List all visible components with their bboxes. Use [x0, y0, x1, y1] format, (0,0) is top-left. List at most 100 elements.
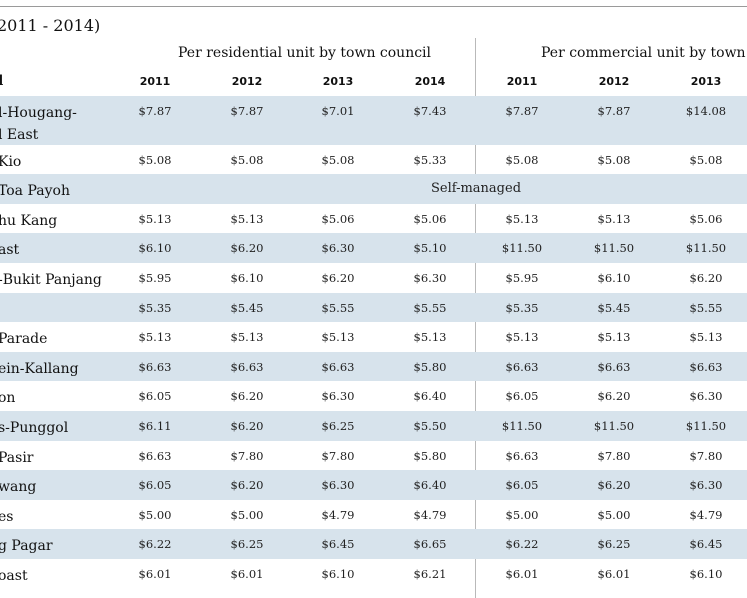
residential-rate-cell: $5.10: [413, 241, 447, 255]
row-label: Pasir: [0, 447, 34, 469]
table-row: Kio $5.08 $5.08 $5.08 $5.33 $5.08 $5.08 $5.08: [0, 145, 747, 174]
table-row: Toa Payoh Self-managed: [0, 174, 747, 204]
residential-rate-cell: $6.01: [230, 567, 264, 581]
table-row: hu Kang $5.13 $5.13 $5.06 $5.06 $5.13 $5.13 $5.…: [0, 204, 747, 233]
residential-rate-cell: $7.87: [138, 104, 172, 118]
commercial-rate-cell: $7.80: [689, 449, 723, 463]
residential-rate-cell: $7.80: [321, 449, 355, 463]
residential-rate-cell: $5.95: [138, 271, 172, 285]
res-year-2012: 2012: [231, 75, 263, 88]
row-label: oast: [0, 565, 28, 587]
commercial-rate-cell: $7.80: [597, 449, 631, 463]
residential-rate-cell: $5.08: [230, 153, 264, 167]
commercial-rate-cell: $14.08: [685, 104, 727, 118]
commercial-rate-cell: $6.22: [505, 537, 539, 551]
row-label: es: [0, 506, 13, 528]
row-label: ein-Kallang: [0, 358, 79, 380]
table-row: s-Punggol $6.11 $6.20 $6.25 $5.50 $11.50 $11.5…: [0, 411, 747, 441]
residential-rate-cell: $6.10: [230, 271, 264, 285]
residential-rate-cell: $4.79: [413, 508, 447, 522]
row-label-line: g Pagar: [0, 538, 53, 554]
residential-rate-cell: $5.80: [413, 360, 447, 374]
res-year-2013: 2013: [322, 75, 354, 88]
residential-rate-cell: $6.40: [413, 389, 447, 403]
residential-rate-cell: $6.20: [230, 478, 264, 492]
top-rule: [0, 6, 747, 7]
commercial-rate-cell: $11.50: [593, 419, 635, 433]
res-year-2011: 2011: [139, 75, 171, 88]
residential-rate-cell: $6.45: [321, 537, 355, 551]
residential-rate-cell: $6.21: [413, 567, 447, 581]
commercial-rate-cell: $6.63: [597, 360, 631, 374]
residential-rate-cell: $6.10: [138, 241, 172, 255]
residential-rate-cell: $5.00: [138, 508, 172, 522]
residential-rate-cell: $5.13: [230, 330, 264, 344]
row-label-line: l East: [0, 127, 39, 143]
row-label-line: es: [0, 509, 14, 525]
commercial-rate-cell: $6.30: [689, 389, 723, 403]
row-label: s-Punggol: [0, 417, 68, 439]
row-label-line: Parade: [0, 331, 48, 347]
commercial-rate-cell: $6.63: [505, 449, 539, 463]
row-label: on: [0, 387, 15, 409]
residential-rate-cell: $6.22: [138, 537, 172, 551]
table-row: ein-Kallang $6.63 $6.63 $6.63 $5.80 $6.63 $6.6…: [0, 352, 747, 381]
residential-rate-cell: $5.55: [413, 301, 447, 315]
row-note: Self-managed: [430, 181, 522, 196]
commercial-rate-cell: $6.20: [597, 389, 631, 403]
residential-rate-cell: $6.10: [321, 567, 355, 581]
commercial-rate-cell: $11.50: [501, 241, 543, 255]
table-row: l-Hougang-l East $7.87 $7.87 $7.01 $7.43 $7.8…: [0, 96, 747, 145]
com-year-2012: 2012: [598, 75, 630, 88]
row-label-line: Toa Payoh: [0, 183, 70, 199]
residential-rate-cell: $6.20: [230, 389, 264, 403]
table-row: -Bukit Panjang $5.95 $6.10 $6.20 $6.30 $5.95 $…: [0, 263, 747, 293]
residential-rate-cell: $6.01: [138, 567, 172, 581]
commercial-rate-cell: $11.50: [685, 241, 727, 255]
residential-rate-cell: $5.00: [230, 508, 264, 522]
residential-rate-cell: $5.13: [138, 330, 172, 344]
residential-rate-cell: $6.25: [230, 537, 264, 551]
residential-rate-cell: $5.13: [413, 330, 447, 344]
row-label-line: ein-Kallang: [0, 361, 79, 377]
commercial-rate-cell: $5.13: [689, 330, 723, 344]
residential-rate-cell: $6.63: [138, 449, 172, 463]
commercial-rate-cell: $6.01: [597, 567, 631, 581]
commercial-rate-cell: $5.13: [597, 212, 631, 226]
row-label-line: wang: [0, 479, 37, 495]
commercial-rate-cell: $5.13: [597, 330, 631, 344]
commercial-rate-cell: $6.20: [597, 478, 631, 492]
residential-rate-cell: $7.87: [230, 104, 264, 118]
residential-rate-cell: $5.45: [230, 301, 264, 315]
commercial-rate-cell: $6.10: [597, 271, 631, 285]
residential-group-header: Per residential unit by town council: [178, 45, 432, 61]
residential-rate-cell: $5.13: [230, 212, 264, 226]
row-label-line: oast: [0, 568, 28, 584]
row-label: -Bukit Panjang: [0, 269, 102, 291]
row-label-line: Kio: [0, 154, 22, 170]
row-label: g Pagar: [0, 535, 53, 557]
commercial-rate-cell: $5.95: [505, 271, 539, 285]
residential-rate-cell: $5.80: [413, 449, 447, 463]
residential-rate-cell: $4.79: [321, 508, 355, 522]
commercial-rate-cell: $11.50: [501, 419, 543, 433]
residential-rate-cell: $6.20: [230, 419, 264, 433]
commercial-rate-cell: $6.45: [689, 537, 723, 551]
table-row: ast $6.10 $6.20 $6.30 $5.10 $11.50 $11.50 $11.5…: [0, 233, 747, 263]
commercial-rate-cell: $4.79: [689, 508, 723, 522]
commercial-rate-cell: $5.13: [505, 330, 539, 344]
residential-rate-cell: $6.05: [138, 389, 172, 403]
commercial-rate-cell: $6.01: [505, 567, 539, 581]
table-row: wang $6.05 $6.20 $6.30 $6.40 $6.05 $6.20 $6.30: [0, 470, 747, 500]
residential-rate-cell: $5.33: [413, 153, 447, 167]
residential-rate-cell: $7.01: [321, 104, 355, 118]
residential-rate-cell: $7.80: [230, 449, 264, 463]
residential-rate-cell: $6.30: [321, 478, 355, 492]
residential-rate-cell: $5.06: [413, 212, 447, 226]
residential-rate-cell: $6.63: [321, 360, 355, 374]
residential-rate-cell: $5.55: [321, 301, 355, 315]
commercial-rate-cell: $5.08: [689, 153, 723, 167]
commercial-rate-cell: $6.63: [505, 360, 539, 374]
residential-rate-cell: $5.08: [138, 153, 172, 167]
commercial-rate-cell: $5.13: [505, 212, 539, 226]
